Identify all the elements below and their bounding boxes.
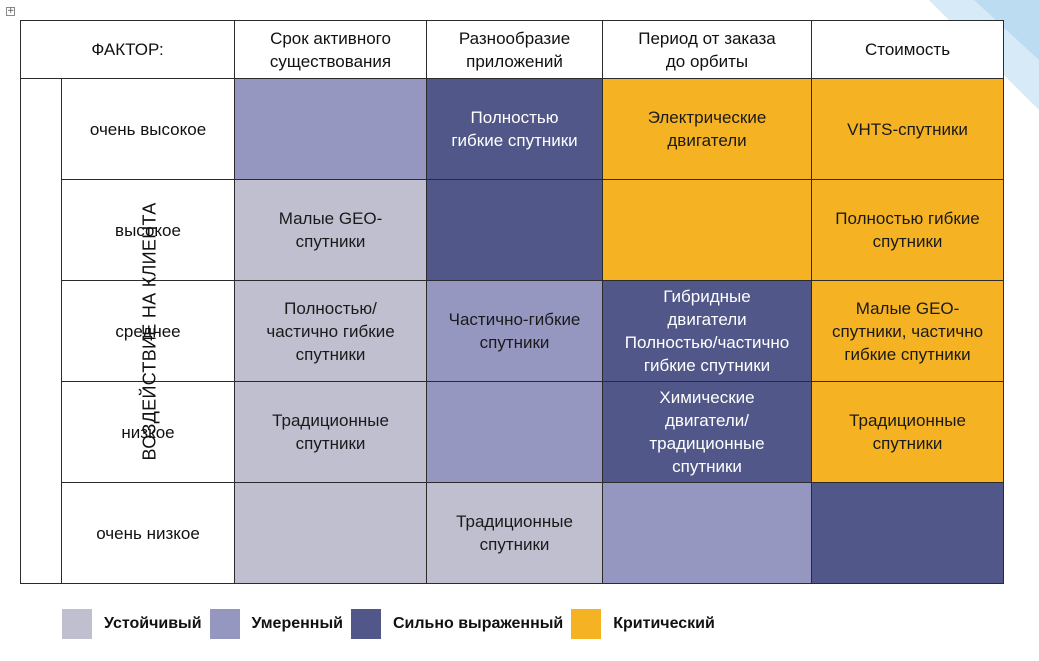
matrix-cell: Химические двигатели/традиционные спутники xyxy=(602,381,813,483)
row-label: очень высокое xyxy=(60,78,236,180)
column-header: Период от заказа до орбиты xyxy=(602,20,813,79)
column-header-line: Стоимость xyxy=(864,40,951,59)
column-header: Разнообразие приложений xyxy=(426,20,604,79)
matrix-cell: Полностью гибкие спутники xyxy=(426,78,604,180)
matrix-cell xyxy=(426,381,604,483)
cell-text-line: спутники xyxy=(479,333,550,352)
legend-label: Умеренный xyxy=(251,615,343,632)
legend-item-moderate: Умеренный xyxy=(209,609,343,639)
cell-text-line: спутники, частично xyxy=(831,321,984,341)
column-header-line: Период от заказа xyxy=(638,28,776,48)
cell-text-line: спутники xyxy=(672,457,742,476)
cell-text-line: спутники xyxy=(479,535,550,554)
cell-text-line: VHTS-спутники xyxy=(847,119,968,139)
cell-text-line: Электрические xyxy=(647,108,767,127)
cell-text-line: двигатели/ xyxy=(665,411,749,430)
cell-text-line: Полностью/ xyxy=(284,298,377,318)
matrix-cell xyxy=(234,482,428,584)
matrix-cell xyxy=(234,78,428,180)
matrix-cell: Частично-гибкие спутники xyxy=(426,280,604,382)
cell-text-line: спутники xyxy=(872,434,943,453)
cell-text-line: частично гибкие xyxy=(266,321,395,341)
cell-text-line: Традиционные xyxy=(272,411,389,430)
cell-text-line: Малые GEO- xyxy=(855,298,960,318)
matrix-row: среднее Полностью/частично гибкие спутники… xyxy=(21,280,1005,382)
legend-item-strong: Сильно выраженный xyxy=(350,609,564,639)
cell-text-line: Химические xyxy=(659,388,755,407)
cell-text-line: спутники xyxy=(295,232,366,251)
matrix-row: ВОЗДЕЙСТВИЕ НА КЛИЕНТА очень высокое Полно… xyxy=(20,78,1005,584)
impact-matrix: ФАКТОР: Срок активного существования Раз… xyxy=(19,20,1005,584)
matrix-body: ВОЗДЕЙСТВИЕ НА КЛИЕНТА очень высокое Полно… xyxy=(20,78,1005,584)
cell-text-line: Полностью гибкие xyxy=(835,209,980,228)
column-header-line: приложений xyxy=(466,51,563,71)
header-row: ФАКТОР: Срок активного существования Раз… xyxy=(19,20,1005,79)
legend-swatch xyxy=(62,609,92,639)
matrix-cell: Традиционные спутники xyxy=(234,381,428,483)
legend-label: Сильно выраженный xyxy=(392,615,564,632)
column-header-line: Срок активного xyxy=(270,28,391,48)
impact-axis-label: ВОЗДЕЙСТВИЕ НА КЛИЕНТА xyxy=(139,201,160,461)
matrix-cell xyxy=(426,179,604,281)
column-header-line: до орбиты xyxy=(665,51,749,71)
cell-text-line: спутники xyxy=(295,344,366,364)
cell-text-line: Полностью/частично xyxy=(624,333,790,352)
cell-text-line: Гибридные xyxy=(663,287,751,306)
factor-header: ФАКТОР: xyxy=(19,20,236,79)
matrix-row: низкое Традиционные спутники Химические двиг… xyxy=(21,381,1005,483)
cell-text-line: Частично-гибкие xyxy=(448,310,581,329)
impact-axis: ВОЗДЕЙСТВИЕ НА КЛИЕНТА xyxy=(20,78,160,584)
cell-text-line: спутники xyxy=(872,232,943,251)
cell-text-line: Полностью xyxy=(470,108,559,127)
cell-text-line: традиционные xyxy=(649,434,765,453)
cell-text-line: гибкие спутники xyxy=(451,131,578,150)
factor-header-label: ФАКТОР: xyxy=(91,40,164,59)
legend-label: Критический xyxy=(613,615,715,632)
matrix-cell xyxy=(602,482,813,584)
cell-text-line: двигатели xyxy=(667,131,747,150)
column-header-line: Разнообразие xyxy=(458,28,571,48)
cell-text-line: двигатели xyxy=(667,310,747,329)
move-anchor-icon[interactable]: + xyxy=(6,6,15,16)
legend-item-critical: Критический xyxy=(571,609,715,639)
cell-text-line: Традиционные xyxy=(456,512,573,531)
cell-text-line: спутники xyxy=(295,434,366,453)
cell-text-line: гибкие спутники xyxy=(844,344,971,364)
row-label: высокое xyxy=(60,179,236,281)
column-header: Срок активного существования xyxy=(234,20,428,79)
cell-text-line: гибкие спутники xyxy=(643,356,771,375)
matrix-cell: VHTS-спутники xyxy=(811,78,1005,180)
matrix-cell: Традиционные спутники xyxy=(426,482,604,584)
legend-item-stable: Устойчивый xyxy=(62,609,202,639)
matrix-cell: Электрические двигатели xyxy=(602,78,813,180)
matrix-cell: Традиционные спутники xyxy=(811,381,1005,483)
matrix-cell: Полностью/частично гибкие спутники xyxy=(234,280,428,382)
legend-swatch xyxy=(350,609,381,639)
matrix-row: высокое Малые GEO-спутники Полностью гибки… xyxy=(21,179,1005,281)
matrix-row: очень низкое Традиционные спутники xyxy=(21,482,1005,584)
legend-swatch xyxy=(209,609,240,639)
matrix-cell xyxy=(602,179,813,281)
matrix-cell: Полностью гибкие спутники xyxy=(811,179,1005,281)
cell-text-line: Традиционные xyxy=(849,411,966,430)
row-label: среднее xyxy=(60,280,236,382)
column-header: Стоимость xyxy=(811,20,1005,79)
matrix-cell xyxy=(811,482,1005,584)
matrix-cell: Малые GEO-спутники, частично гибкие спутн… xyxy=(811,280,1005,382)
row-label: очень низкое xyxy=(60,482,236,584)
column-header-line: существования xyxy=(269,51,392,71)
matrix-cell: Малые GEO-спутники xyxy=(234,179,428,281)
legend-label: Устойчивый xyxy=(104,615,202,632)
legend: Устойчивый Умеренный Сильно выраженный Крит… xyxy=(62,609,723,639)
cell-text-line: Малые GEO- xyxy=(278,209,383,228)
matrix-cell: Гибридные двигатели Полностью/частично гибк… xyxy=(602,280,813,382)
legend-swatch xyxy=(571,609,602,639)
